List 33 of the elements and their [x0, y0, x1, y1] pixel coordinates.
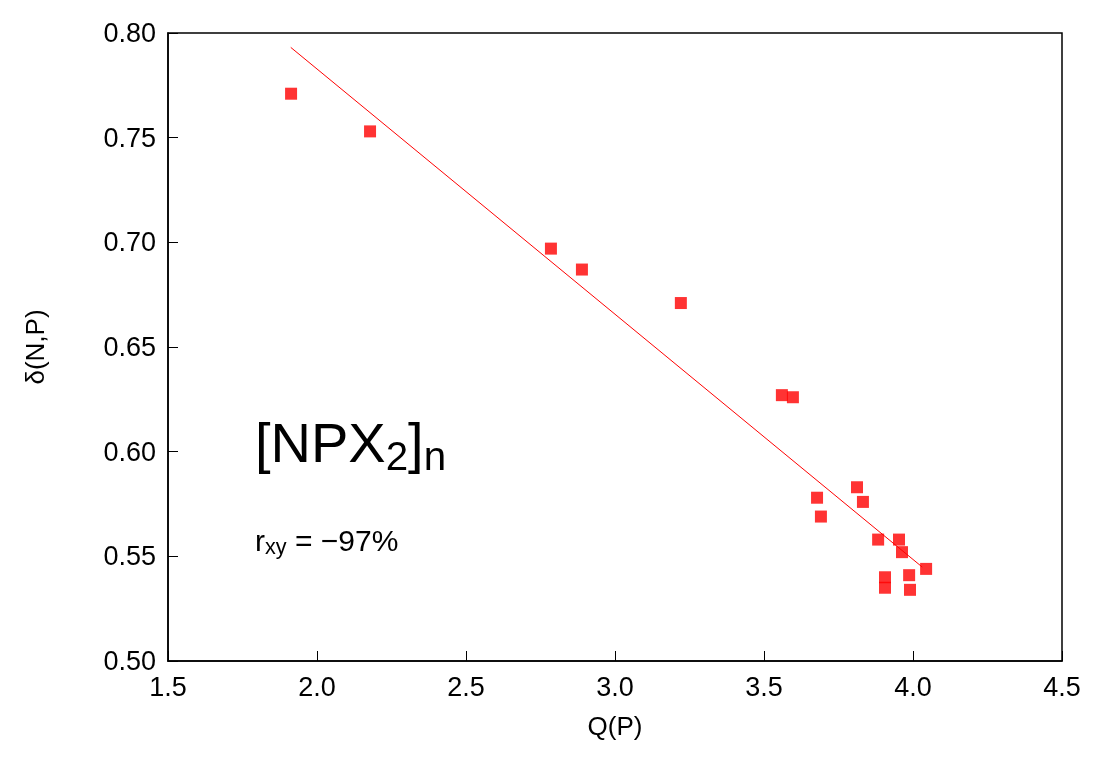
point: [575, 263, 588, 276]
point: [775, 389, 788, 402]
point: [920, 562, 933, 575]
point: [892, 533, 905, 546]
y-tick-label: 0.80: [103, 18, 156, 48]
x-tick-label: 3.5: [745, 671, 783, 702]
point: [786, 391, 799, 404]
y-tick-label: 0.75: [103, 122, 156, 153]
point: [872, 533, 885, 546]
y-tick-label: 0.70: [103, 227, 156, 258]
point: [856, 495, 869, 508]
x-tick-label: 2.0: [298, 671, 336, 702]
point: [811, 491, 824, 504]
y-tick-label: 0.60: [103, 436, 156, 467]
x-tick-label: 4.0: [894, 671, 932, 702]
point: [544, 242, 557, 255]
y-axis-title: δ(N,P): [20, 309, 50, 385]
x-axis-title: Q(P): [587, 711, 643, 741]
point: [850, 481, 863, 494]
point: [904, 583, 917, 596]
x-tick-label: 3.0: [596, 671, 634, 702]
point: [878, 571, 891, 584]
x-tick-label: 2.5: [447, 671, 485, 702]
point: [674, 297, 687, 310]
y-tick-label: 0.65: [103, 332, 156, 362]
x-tick-label: 4.5: [1043, 671, 1081, 702]
y-tick-label: 0.55: [103, 541, 156, 572]
point: [364, 125, 377, 138]
point: [814, 510, 827, 523]
point: [285, 87, 298, 100]
point: [895, 546, 908, 559]
point: [903, 569, 916, 582]
point: [878, 581, 891, 594]
